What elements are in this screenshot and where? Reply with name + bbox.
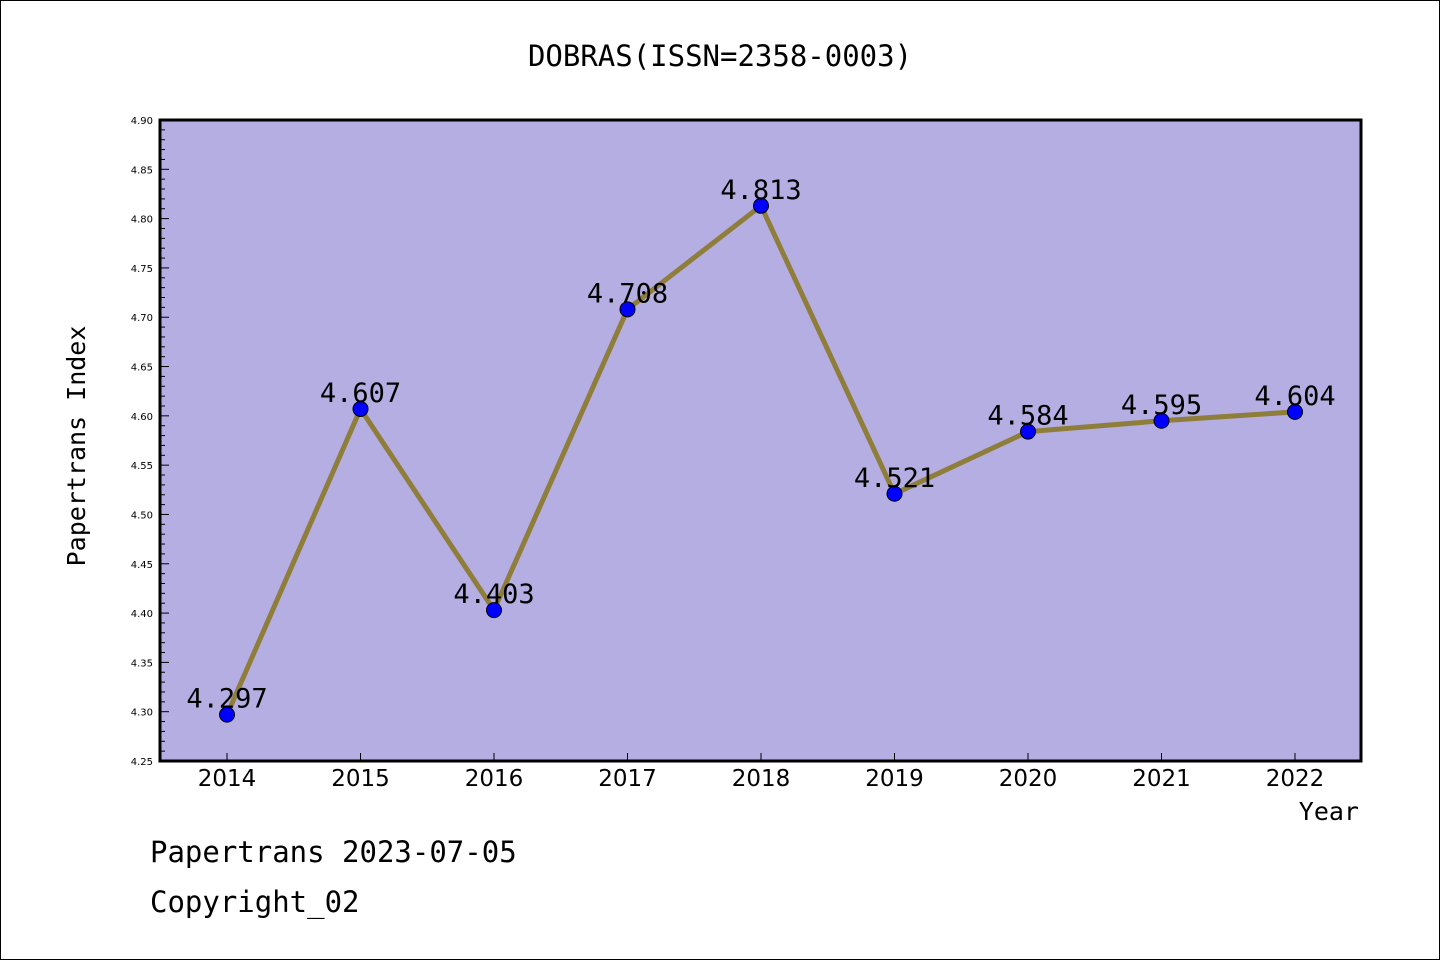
y-tick-label: 4.25 xyxy=(131,757,153,768)
x-axis-ticks: 2014 2015 2016 2017 2018 2019 2020 2021 2022 xyxy=(198,753,1325,792)
data-point-marker xyxy=(352,400,369,417)
y-tick-label: 4.80 xyxy=(131,215,153,226)
x-axis-label: Year xyxy=(1299,797,1359,826)
x-tick-label: 2014 xyxy=(198,766,257,792)
data-point-marker xyxy=(1020,423,1036,440)
data-labels-group: 4.297 4.607 4.403 4.708 4.813 4.521 4.584 4.595… xyxy=(186,175,1335,715)
y-tick-label: 4.60 xyxy=(131,412,153,423)
plot-border xyxy=(158,118,1363,763)
data-label: 4.521 xyxy=(854,463,935,494)
data-label: 4.297 xyxy=(186,684,267,715)
y-tick-label: 4.35 xyxy=(131,658,153,669)
y-tick-label: 4.30 xyxy=(131,708,153,719)
x-tick-label: 2019 xyxy=(865,766,924,792)
footer-copyright-text: Copyright_02 xyxy=(150,885,360,919)
y-tick-label: 4.70 xyxy=(131,313,153,324)
x-tick-label: 2017 xyxy=(598,766,657,792)
y-tick-label: 4.90 xyxy=(131,116,153,127)
y-tick-label: 4.40 xyxy=(131,609,153,620)
x-tick-label: 2021 xyxy=(1132,766,1191,792)
data-label: 4.813 xyxy=(720,175,801,206)
data-label: 4.584 xyxy=(987,401,1068,432)
y-tick-label: 4.75 xyxy=(131,264,153,275)
data-point-marker xyxy=(886,485,903,502)
data-label: 4.607 xyxy=(320,378,401,409)
data-point-marker xyxy=(1287,403,1303,420)
plot-area xyxy=(160,120,1361,761)
y-axis-label: Papertrans Index xyxy=(62,326,91,567)
x-tick-label: 2022 xyxy=(1266,766,1325,792)
footer-date-text: Papertrans 2023-07-05 xyxy=(150,835,517,869)
y-tick-label: 4.65 xyxy=(131,363,153,374)
x-tick-label: 2018 xyxy=(732,766,791,792)
x-tick-label: 2020 xyxy=(999,766,1058,792)
data-point-marker xyxy=(1153,412,1170,429)
x-tick-label: 2016 xyxy=(465,766,524,792)
data-label: 4.604 xyxy=(1254,381,1335,412)
y-tick-label: 4.50 xyxy=(131,510,153,521)
y-tick-label: 4.55 xyxy=(131,461,153,472)
data-point-marker xyxy=(219,706,235,723)
y-tick-label: 4.85 xyxy=(131,165,153,176)
data-point-marker xyxy=(619,301,636,318)
series-line-group xyxy=(219,197,1303,723)
chart-title: DOBRAS(ISSN=2358-0003) xyxy=(528,39,912,73)
data-label: 4.403 xyxy=(453,579,534,610)
x-tick-label: 2015 xyxy=(331,766,390,792)
data-point-marker xyxy=(753,197,769,214)
data-label: 4.595 xyxy=(1121,390,1202,421)
data-label: 4.708 xyxy=(587,278,668,309)
y-tick-label: 4.45 xyxy=(131,560,153,571)
data-point-marker xyxy=(486,602,502,619)
